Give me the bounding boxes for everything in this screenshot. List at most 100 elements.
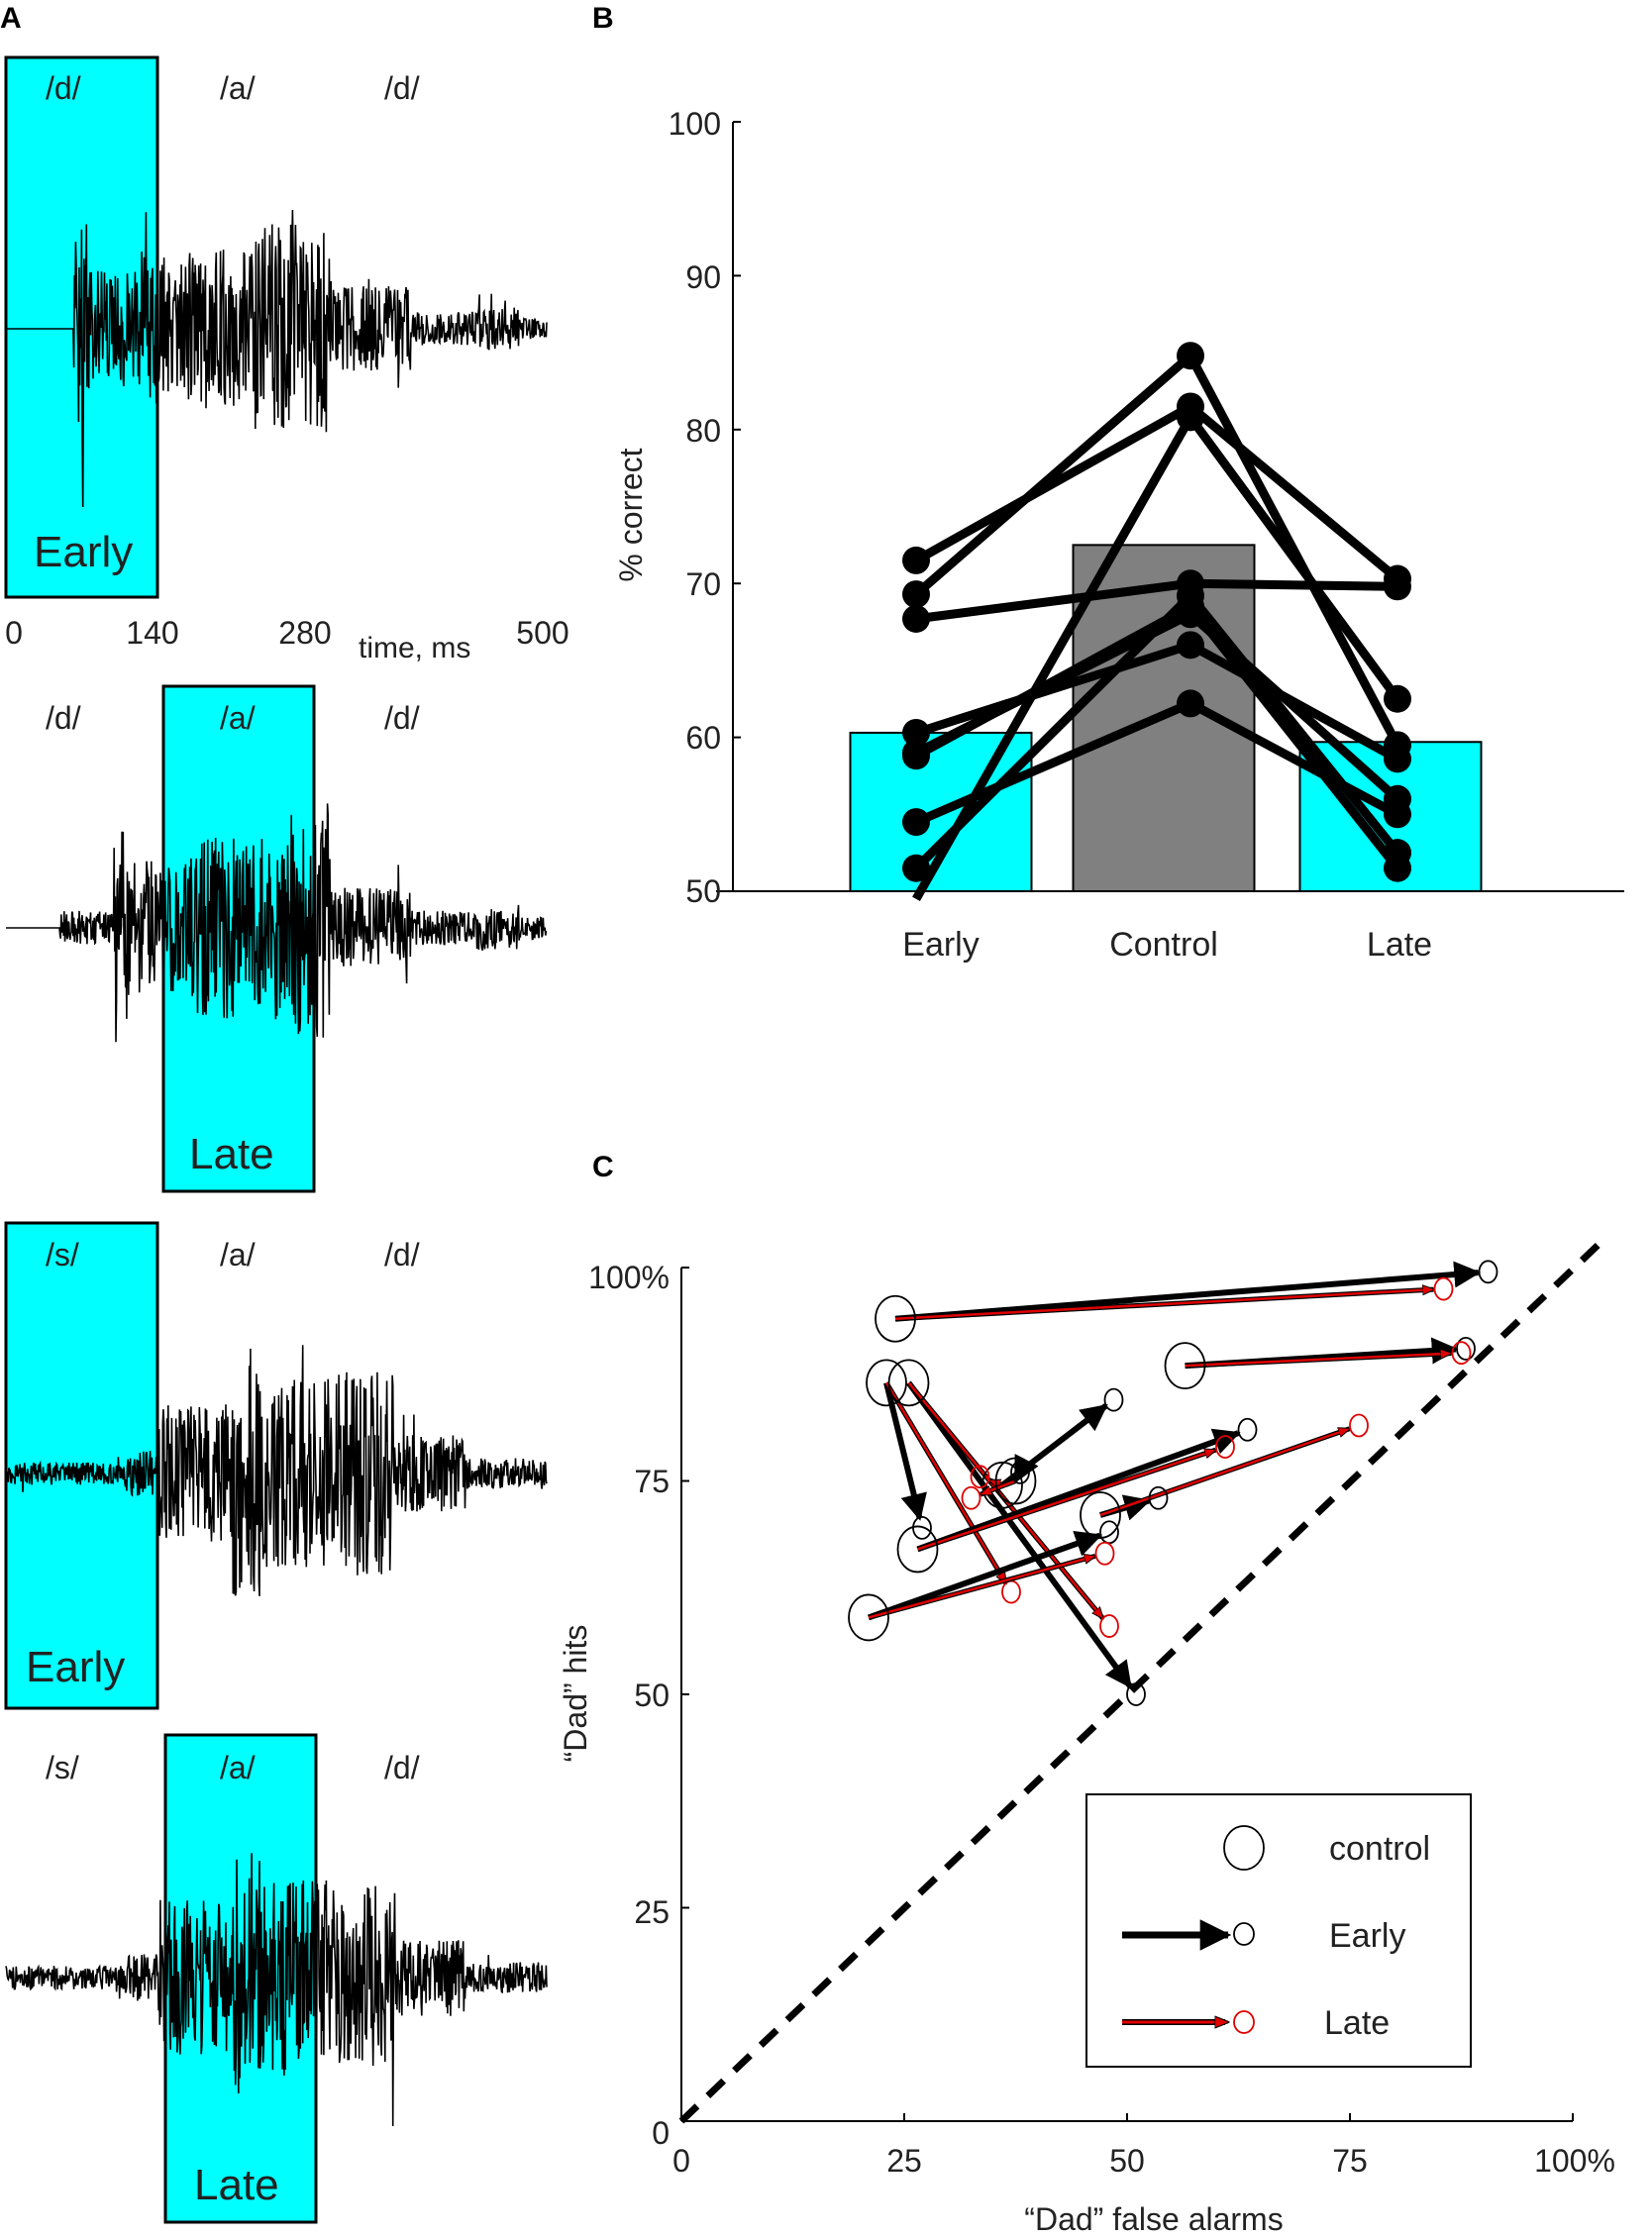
subject-point bbox=[1384, 839, 1411, 867]
highlight-label: Late bbox=[194, 2161, 279, 2209]
highlight-label: Late bbox=[189, 1130, 274, 1178]
early-marker bbox=[1126, 1682, 1146, 1706]
time-axis-label: time, ms bbox=[359, 632, 470, 664]
x-category-label: Late bbox=[1367, 926, 1432, 964]
late-marker bbox=[1451, 1341, 1472, 1366]
subject-point bbox=[902, 718, 930, 747]
subject-point bbox=[1177, 689, 1204, 718]
phoneme-label: /d/ bbox=[46, 70, 81, 106]
control-marker bbox=[875, 1294, 916, 1343]
phoneme-label: /s/ bbox=[46, 1237, 79, 1272]
early-marker bbox=[1103, 1387, 1124, 1412]
control-marker bbox=[1164, 1342, 1206, 1390]
legend-late-label: Late bbox=[1324, 2004, 1390, 2042]
subject-point bbox=[1384, 572, 1411, 601]
y-tick-label: 50 bbox=[685, 873, 721, 909]
subject-point bbox=[1384, 784, 1411, 813]
early-marker bbox=[1148, 1485, 1169, 1510]
phoneme-label: /d/ bbox=[46, 700, 81, 736]
legend: control Early Late bbox=[1085, 1793, 1472, 2068]
y-tick-label: 75 bbox=[634, 1464, 670, 1499]
control-marker bbox=[866, 1359, 907, 1407]
control-marker bbox=[896, 1525, 939, 1574]
late-marker bbox=[1433, 1276, 1454, 1301]
subject-point bbox=[902, 580, 930, 609]
early-arrow bbox=[1000, 1403, 1108, 1488]
y-tick-label: 100% bbox=[588, 1260, 670, 1295]
phoneme-label: /d/ bbox=[384, 1750, 420, 1785]
highlight-label: Early bbox=[26, 1643, 125, 1691]
time-tick-label: 280 bbox=[278, 615, 331, 651]
phoneme-label: /a/ bbox=[220, 1237, 256, 1272]
subject-point bbox=[1177, 403, 1204, 432]
late-marker bbox=[1099, 1614, 1119, 1638]
panel-letter-b: B bbox=[592, 2, 614, 35]
waveform-panel-1: /d/ /a/ /d/ Early bbox=[4, 55, 548, 599]
legend-late-marker bbox=[1233, 2010, 1255, 2034]
x-tick-label: 100% bbox=[1534, 2143, 1615, 2179]
subject-point bbox=[1384, 745, 1411, 773]
early-arrow bbox=[906, 1380, 1133, 1689]
control-marker bbox=[994, 1457, 1037, 1505]
late-arrow bbox=[1185, 1354, 1452, 1368]
late-marker bbox=[1094, 1541, 1115, 1566]
time-tick-label: 0 bbox=[5, 615, 23, 651]
legend-control-label: control bbox=[1329, 1830, 1430, 1868]
late-arrow bbox=[894, 1289, 1434, 1320]
legend-control-marker bbox=[1223, 1825, 1265, 1871]
panel-letter-c: C bbox=[592, 1151, 614, 1183]
panel-letter-a: A bbox=[0, 2, 22, 35]
late-arrow bbox=[868, 1556, 1095, 1619]
subject-point bbox=[1177, 600, 1204, 629]
control-marker bbox=[848, 1593, 889, 1642]
time-axis: 0 140 280 500 time, ms bbox=[5, 615, 569, 664]
late-marker bbox=[1215, 1435, 1235, 1459]
subject-lines-layer bbox=[902, 342, 1411, 902]
late-arrow bbox=[884, 1381, 1006, 1583]
time-tick-label: 500 bbox=[516, 615, 568, 651]
waveform-trace bbox=[5, 1345, 548, 1596]
waveform-panel-2: /d/ /a/ /d/ Late bbox=[6, 684, 548, 1193]
y-tick-label: 50 bbox=[634, 1678, 670, 1713]
early-arrow bbox=[867, 1530, 1103, 1621]
late-marker bbox=[961, 1485, 981, 1510]
waveform-panel-3: /s/ /a/ /d/ Early bbox=[4, 1221, 548, 1710]
x-tick-label: 75 bbox=[1332, 2143, 1368, 2179]
highlight-label: Early bbox=[34, 528, 133, 576]
y-axis-label: “Dad” hits bbox=[558, 1625, 593, 1763]
y-tick-label: 90 bbox=[685, 259, 721, 295]
y-tick-label: 25 bbox=[634, 1894, 670, 1930]
x-category-label: Control bbox=[1109, 926, 1218, 964]
early-arrow bbox=[883, 1381, 927, 1521]
late-marker bbox=[1001, 1579, 1021, 1604]
phoneme-label: /d/ bbox=[384, 70, 420, 106]
late-arrow bbox=[981, 1479, 1016, 1496]
late-arrow bbox=[1099, 1429, 1350, 1517]
y-axis-label: % correct bbox=[613, 448, 649, 581]
x-tick-label: 25 bbox=[886, 2143, 922, 2179]
legend-early-marker bbox=[1233, 1922, 1255, 1946]
subject-point bbox=[902, 808, 930, 837]
subject-point bbox=[1177, 631, 1204, 660]
phoneme-label: /s/ bbox=[46, 1750, 79, 1785]
panel-a-waveforms: /d/ /a/ /d/ Early 0 140 280 500 time, ms… bbox=[4, 55, 569, 2224]
x-tick-label: 50 bbox=[1109, 2143, 1145, 2179]
x-axis-label: “Dad” false alarms bbox=[1024, 2201, 1283, 2237]
early-marker bbox=[1478, 1260, 1498, 1284]
phoneme-label: /d/ bbox=[384, 1237, 420, 1272]
subject-point bbox=[902, 546, 930, 574]
late-marker bbox=[1349, 1413, 1369, 1438]
early-marker bbox=[1099, 1520, 1119, 1545]
diagonal-line bbox=[678, 1236, 1607, 2124]
waveform-trace bbox=[5, 1853, 548, 2127]
waveform-panel-4: /s/ /a/ /d/ Late bbox=[5, 1733, 548, 2224]
early-marker bbox=[1456, 1336, 1476, 1361]
late-arrow bbox=[917, 1450, 1216, 1551]
phoneme-label: /d/ bbox=[384, 700, 420, 736]
y-tick-label: 70 bbox=[685, 566, 721, 602]
legend-early-label: Early bbox=[1329, 1917, 1405, 1955]
time-tick-label: 140 bbox=[126, 615, 178, 651]
subject-point bbox=[1177, 342, 1204, 370]
y-tick-label: 100 bbox=[669, 106, 721, 142]
